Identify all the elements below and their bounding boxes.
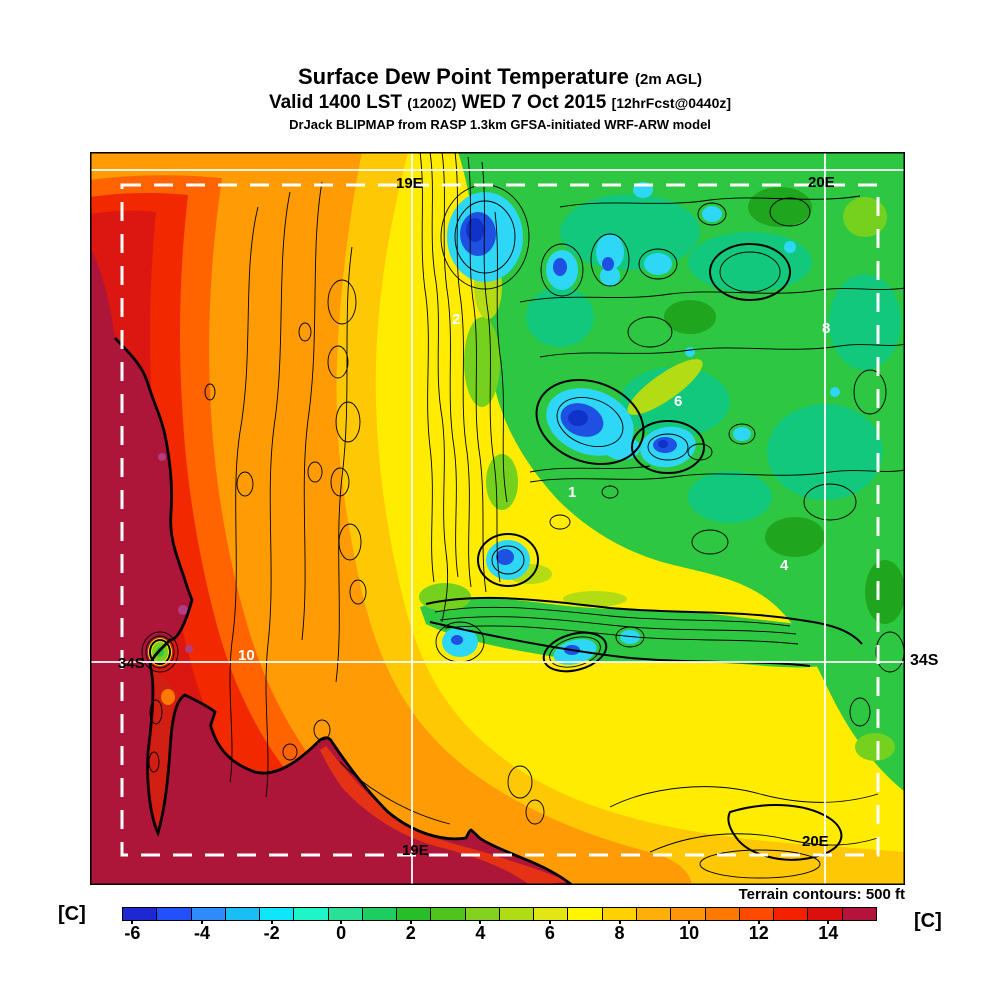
colorbar-tick-label: 0 xyxy=(336,923,347,943)
colorbar-segment xyxy=(602,908,636,920)
colorbar-tick-label: 6 xyxy=(544,923,555,943)
colorbar-segment xyxy=(636,908,671,920)
colorbar-tick-label: 14 xyxy=(818,923,839,943)
colorbar-tick-label: -6 xyxy=(124,923,141,943)
colorbar-tick-label: 10 xyxy=(679,923,700,943)
colorbar-segment xyxy=(123,908,157,920)
valid-prefix: Valid 1400 LST xyxy=(268,92,408,113)
colorbar-tick-label: -2 xyxy=(263,923,280,943)
colorbar-segment xyxy=(465,908,499,920)
colorbar-tick-mark xyxy=(131,920,134,924)
colorbar-segment xyxy=(191,908,225,920)
colorbar-tick-mark xyxy=(201,920,204,924)
latlon-grid xyxy=(90,152,905,885)
label-20e-bottom: 20E xyxy=(802,833,829,850)
colorbar-segment xyxy=(568,908,602,920)
coastline xyxy=(113,337,573,887)
colorbar-segment xyxy=(774,908,808,920)
label-34s-right: 34S xyxy=(910,652,939,669)
page-title: Surface Dew Point Temperature (2m AGL) xyxy=(0,64,1000,90)
forecast-tag: [12hrFcst@0440z] xyxy=(611,95,732,111)
colorbar-tick-mark xyxy=(688,920,691,924)
colorbar-segment xyxy=(225,908,260,920)
value-label-4: 4 xyxy=(780,557,789,574)
valid-zulu: (1200Z) xyxy=(407,95,457,111)
title-text: Surface Dew Point Temperature xyxy=(298,64,629,89)
colorbar-segment xyxy=(499,908,534,920)
label-34s-left: 34S xyxy=(118,655,145,672)
value-label-6: 6 xyxy=(674,393,682,410)
terrain-note: Terrain contours: 500 ft xyxy=(738,886,905,903)
colorbar-tick-mark xyxy=(548,920,551,924)
colorbar-segment xyxy=(534,908,568,920)
colorbar xyxy=(122,907,877,921)
title-note: (2m AGL) xyxy=(635,71,702,88)
colorbar-tick-label: 12 xyxy=(748,923,769,943)
valid-time-line: Valid 1400 LST (1200Z) WED 7 Oct 2015 [1… xyxy=(0,92,1000,114)
grid-labels: 19E 20E 34S 19E 20E xyxy=(118,174,835,859)
colorbar-tick-mark xyxy=(757,920,760,924)
colorbar-tick-label: 8 xyxy=(614,923,625,943)
label-19e-top: 19E xyxy=(396,175,423,192)
colorbar-unit-left: [C] xyxy=(58,903,86,925)
dewpoint-value-labels: 2 8 6 1 4 10 xyxy=(238,311,830,664)
colorbar-segment xyxy=(260,908,294,920)
colorbar-tick-mark xyxy=(479,920,482,924)
value-label-2: 2 xyxy=(452,311,460,328)
colorbar-segment xyxy=(157,908,191,920)
value-label-1: 1 xyxy=(568,484,576,501)
cold-dewpoint-patches xyxy=(442,182,840,665)
domain-box xyxy=(120,183,880,857)
colorbar-tick-mark xyxy=(340,920,343,924)
map-frame xyxy=(90,152,905,885)
map-area: 19E 20E 34S 19E 20E 2 8 6 1 4 10 xyxy=(90,151,906,887)
colorbar-tick-label: 2 xyxy=(405,923,416,943)
colorbar-ticks: -6 -4 -2 0 2 4 6 8 10 12 14 xyxy=(122,920,877,947)
colorbar-segment xyxy=(671,908,705,920)
colorbar-segment xyxy=(328,908,362,920)
colorbar-segment xyxy=(842,908,876,920)
colorbar-segment xyxy=(431,908,465,920)
value-label-8: 8 xyxy=(822,320,830,337)
value-label-10: 10 xyxy=(238,647,255,664)
colorbar-segment xyxy=(397,908,431,920)
colorbar-tick-mark xyxy=(409,920,412,924)
label-19e-bottom: 19E xyxy=(402,842,429,859)
colorbar-tick-label: -4 xyxy=(194,923,211,943)
valid-date: WED 7 Oct 2015 xyxy=(456,92,612,113)
colorbar-segment xyxy=(808,908,842,920)
colorbar-segment xyxy=(739,908,774,920)
colorbar-tick-label: 4 xyxy=(475,923,486,943)
terrain-contours xyxy=(141,151,906,879)
colorbar-tick-mark xyxy=(618,920,621,924)
colorbar-tick-mark xyxy=(270,920,273,924)
colorbar-segment xyxy=(362,908,397,920)
dewpoint-map: 19E 20E 34S 19E 20E 2 8 6 1 4 10 xyxy=(90,151,906,887)
colorbar-segment xyxy=(294,908,328,920)
label-20e-top: 20E xyxy=(808,174,835,191)
colorbar-tick-mark xyxy=(827,920,830,924)
model-line: DrJack BLIPMAP from RASP 1.3km GFSA-init… xyxy=(289,117,711,132)
colorbar-unit-right: [C] xyxy=(914,910,942,932)
colorbar-segment xyxy=(705,908,739,920)
